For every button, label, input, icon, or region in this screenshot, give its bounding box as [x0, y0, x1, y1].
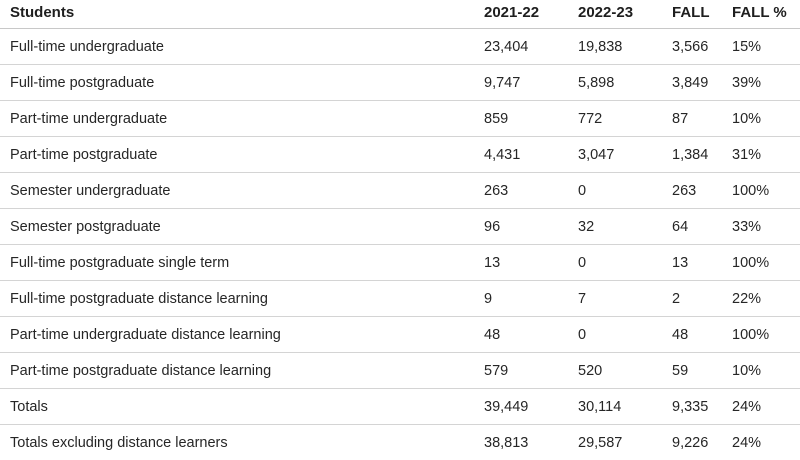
- cell-2022-23: 29,587: [568, 425, 662, 460]
- cell-fall-percent: 100%: [722, 245, 800, 281]
- cell-fall: 13: [662, 245, 722, 281]
- cell-2021-22: 23,404: [474, 29, 568, 65]
- table-row: Full-time undergraduate 23,404 19,838 3,…: [0, 29, 800, 65]
- table-row: Full-time postgraduate single term 13 0 …: [0, 245, 800, 281]
- cell-2021-22: 48: [474, 317, 568, 353]
- cell-2022-23: 3,047: [568, 137, 662, 173]
- cell-2021-22: 9: [474, 281, 568, 317]
- cell-fall-percent: 15%: [722, 29, 800, 65]
- table-row: Semester undergraduate 263 0 263 100%: [0, 173, 800, 209]
- cell-fall-percent: 10%: [722, 101, 800, 137]
- cell-fall-percent: 31%: [722, 137, 800, 173]
- table-row: Full-time postgraduate 9,747 5,898 3,849…: [0, 65, 800, 101]
- cell-category: Part-time postgraduate distance learning: [0, 353, 474, 389]
- cell-fall: 64: [662, 209, 722, 245]
- cell-fall-percent: 100%: [722, 173, 800, 209]
- table-header: Students 2021-22 2022-23 FALL FALL %: [0, 0, 800, 29]
- table-row: Part-time postgraduate 4,431 3,047 1,384…: [0, 137, 800, 173]
- cell-category: Totals: [0, 389, 474, 425]
- cell-2022-23: 5,898: [568, 65, 662, 101]
- cell-2021-22: 579: [474, 353, 568, 389]
- cell-2022-23: 19,838: [568, 29, 662, 65]
- cell-2022-23: 0: [568, 317, 662, 353]
- table-body: Full-time undergraduate 23,404 19,838 3,…: [0, 29, 800, 460]
- cell-category: Totals excluding distance learners: [0, 425, 474, 460]
- cell-fall: 59: [662, 353, 722, 389]
- cell-2021-22: 38,813: [474, 425, 568, 460]
- cell-2022-23: 32: [568, 209, 662, 245]
- cell-2021-22: 39,449: [474, 389, 568, 425]
- header-row: Students 2021-22 2022-23 FALL FALL %: [0, 0, 800, 29]
- cell-2021-22: 859: [474, 101, 568, 137]
- cell-category: Semester undergraduate: [0, 173, 474, 209]
- cell-fall: 87: [662, 101, 722, 137]
- cell-2021-22: 4,431: [474, 137, 568, 173]
- cell-fall-percent: 33%: [722, 209, 800, 245]
- header-fall-percent: FALL %: [722, 0, 800, 29]
- cell-fall: 3,566: [662, 29, 722, 65]
- table-row: Part-time postgraduate distance learning…: [0, 353, 800, 389]
- header-2021-22: 2021-22: [474, 0, 568, 29]
- header-2022-23: 2022-23: [568, 0, 662, 29]
- cell-fall: 263: [662, 173, 722, 209]
- cell-2022-23: 30,114: [568, 389, 662, 425]
- cell-fall-percent: 39%: [722, 65, 800, 101]
- cell-fall: 48: [662, 317, 722, 353]
- cell-fall: 1,384: [662, 137, 722, 173]
- cell-2022-23: 0: [568, 173, 662, 209]
- cell-2021-22: 96: [474, 209, 568, 245]
- cell-category: Full-time postgraduate single term: [0, 245, 474, 281]
- cell-fall: 9,226: [662, 425, 722, 460]
- table-row: Semester postgraduate 96 32 64 33%: [0, 209, 800, 245]
- totals-excluding-distance-row: Totals excluding distance learners 38,81…: [0, 425, 800, 460]
- cell-fall-percent: 24%: [722, 389, 800, 425]
- cell-fall: 2: [662, 281, 722, 317]
- totals-row: Totals 39,449 30,114 9,335 24%: [0, 389, 800, 425]
- cell-category: Full-time undergraduate: [0, 29, 474, 65]
- cell-fall-percent: 100%: [722, 317, 800, 353]
- cell-2021-22: 9,747: [474, 65, 568, 101]
- header-fall: FALL: [662, 0, 722, 29]
- header-students: Students: [0, 0, 474, 29]
- cell-2021-22: 13: [474, 245, 568, 281]
- cell-fall-percent: 22%: [722, 281, 800, 317]
- cell-category: Part-time postgraduate: [0, 137, 474, 173]
- cell-fall-percent: 24%: [722, 425, 800, 460]
- cell-fall: 3,849: [662, 65, 722, 101]
- cell-2022-23: 772: [568, 101, 662, 137]
- cell-category: Part-time undergraduate distance learnin…: [0, 317, 474, 353]
- cell-fall: 9,335: [662, 389, 722, 425]
- cell-2022-23: 7: [568, 281, 662, 317]
- cell-2022-23: 0: [568, 245, 662, 281]
- table-row: Part-time undergraduate distance learnin…: [0, 317, 800, 353]
- cell-category: Semester postgraduate: [0, 209, 474, 245]
- table-row: Part-time undergraduate 859 772 87 10%: [0, 101, 800, 137]
- cell-2021-22: 263: [474, 173, 568, 209]
- table-row: Full-time postgraduate distance learning…: [0, 281, 800, 317]
- cell-category: Part-time undergraduate: [0, 101, 474, 137]
- cell-category: Full-time postgraduate distance learning: [0, 281, 474, 317]
- cell-category: Full-time postgraduate: [0, 65, 474, 101]
- cell-fall-percent: 10%: [722, 353, 800, 389]
- cell-2022-23: 520: [568, 353, 662, 389]
